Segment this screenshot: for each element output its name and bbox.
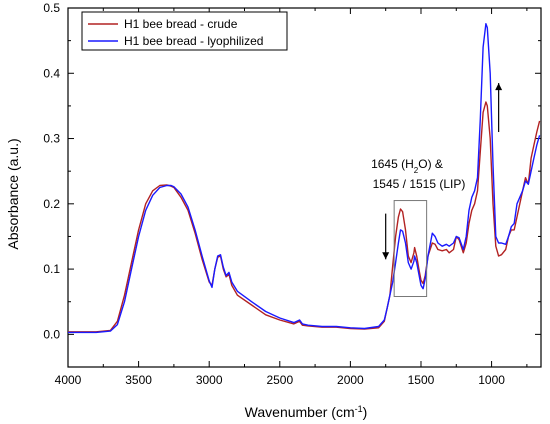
plot-border xyxy=(67,7,542,368)
y-tick-label: 0.4 xyxy=(43,66,60,80)
series-layer xyxy=(68,23,541,334)
arrow-up-head xyxy=(495,83,503,91)
x-tick-label: 3000 xyxy=(196,373,223,387)
x-axis-ticks: 4000 3500 3000 2500 2000 1500 1000 xyxy=(55,8,528,387)
y-tick-label: 0.0 xyxy=(43,327,60,341)
x-tick-label: 1500 xyxy=(408,373,435,387)
y-axis-label: Absorbance (a.u.) xyxy=(5,138,21,249)
legend: H1 bee bread - crude H1 bee bread - lyoph… xyxy=(81,11,288,51)
y-tick-label: 0.3 xyxy=(43,132,60,146)
x-tick-label: 2500 xyxy=(266,373,293,387)
annotation-line-2: 1545 / 1515 (LIP) xyxy=(373,177,466,191)
plot-frame xyxy=(67,7,542,368)
x-tick-label: 4000 xyxy=(55,373,82,387)
series-line-crude xyxy=(68,101,541,333)
y-tick-label: 0.2 xyxy=(43,197,60,211)
arrow-down-head xyxy=(382,252,390,260)
x-axis-label: Wavenumber (cm-1) xyxy=(245,404,368,420)
legend-label-0: H1 bee bread - crude xyxy=(124,17,238,31)
annotation-layer: 1645 (H2O) & 1545 / 1515 (LIP) xyxy=(371,83,503,298)
highlight-box xyxy=(393,200,428,298)
series-line-lyophilized xyxy=(68,23,541,334)
legend-box xyxy=(81,11,288,51)
x-tick-label: 1000 xyxy=(478,373,505,387)
y-tick-label: 0.5 xyxy=(43,1,60,15)
y-axis-ticks: 0.0 0.1 0.2 0.3 0.4 0.5 xyxy=(43,1,541,341)
annotation-line-1: 1645 (H2O) & xyxy=(371,157,443,175)
x-tick-label: 3500 xyxy=(125,373,152,387)
y-tick-label: 0.1 xyxy=(43,262,60,276)
x-tick-label: 2000 xyxy=(337,373,364,387)
legend-label-1: H1 bee bread - lyophilized xyxy=(124,34,263,48)
